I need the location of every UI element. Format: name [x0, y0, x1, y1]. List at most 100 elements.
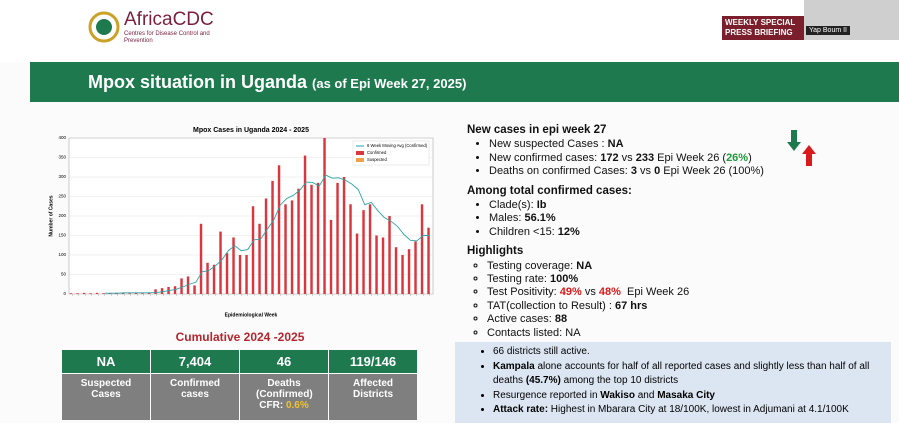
- bullet-item: New suspected Cases : NA: [489, 138, 807, 151]
- bar: [355, 233, 359, 294]
- text-run: Test Positivity:: [487, 286, 560, 299]
- bar: [323, 138, 326, 294]
- bar: [82, 292, 86, 294]
- bullet-item: Clade(s): Ib: [489, 199, 807, 212]
- bullet-item: Active cases: 88: [487, 313, 807, 326]
- text-run: Epi Week 26 (100%): [660, 165, 764, 178]
- text-run: 66 districts still active.: [493, 346, 590, 357]
- summary-cell: 119/146 Affected Districts: [329, 350, 417, 420]
- y-tick-label: 150: [58, 233, 66, 238]
- bar: [303, 155, 307, 294]
- bar: [89, 293, 92, 294]
- summary-label-box: Suspected Cases: [62, 374, 150, 420]
- y-tick-label: 50: [61, 272, 67, 277]
- bar: [297, 188, 300, 294]
- bar: [193, 285, 196, 294]
- text-run: Males:: [489, 212, 525, 225]
- bullet-item: Contacts listed: NA: [487, 327, 807, 340]
- bar: [173, 286, 177, 294]
- text-run: vs: [581, 286, 599, 299]
- slide-title: Mpox situation in Uganda (as of Epi Week…: [88, 72, 466, 93]
- bullet-item: New confirmed cases: 172 vs 233 Epi Week…: [489, 152, 807, 165]
- summary-label: Suspected Cases: [80, 378, 132, 400]
- bullet-item: Testing rate: 100%: [487, 273, 807, 286]
- text-run: 0: [654, 165, 661, 178]
- bar: [342, 177, 346, 294]
- y-tick-label: 250: [58, 194, 66, 199]
- bar: [284, 204, 287, 294]
- summary-value: 46: [240, 350, 328, 373]
- bar: [128, 293, 131, 294]
- text-run: New confirmed cases:: [489, 151, 601, 164]
- legend-label: Suspected: [367, 157, 387, 162]
- bar: [427, 227, 430, 294]
- title-band: Mpox situation in Uganda (as of Epi Week…: [30, 62, 899, 102]
- bar: [95, 292, 99, 294]
- title: Mpox situation in Uganda: [88, 72, 307, 92]
- bar: [316, 182, 320, 294]
- section-heading: Among total confirmed cases:: [467, 184, 632, 197]
- bar: [76, 293, 79, 294]
- text-run: Contacts listed: NA: [487, 326, 581, 339]
- summary-cell: 7,404 Confirmed cases: [151, 350, 239, 420]
- text-run: among the top 10 districts: [560, 375, 679, 386]
- bar: [401, 255, 404, 294]
- bullet-list: New suspected Cases : NANew confirmed ca…: [467, 138, 807, 178]
- bar: [69, 293, 73, 294]
- summary-label: Affected Districts: [352, 378, 393, 400]
- moving-average-line: [104, 174, 430, 294]
- summary-label-box: Deaths (Confirmed) CFR: 0.6%: [240, 374, 328, 420]
- speaker-name: Yap Boum II: [806, 26, 851, 35]
- y-tick-label: 100: [58, 252, 66, 257]
- summary-cell: 46 Deaths (Confirmed) CFR: 0.6%: [240, 350, 328, 420]
- bullet-item: Males: 56.1%: [489, 212, 807, 225]
- summary-value: 119/146: [329, 350, 417, 373]
- text-run: 49%: [559, 286, 582, 299]
- text-run: 67 hrs: [614, 299, 648, 312]
- summary-extra-label: CFR:: [259, 400, 286, 411]
- text-run: Highest in Mbarara City at 18/100K, lowe…: [548, 404, 849, 415]
- logo-icon: [88, 11, 120, 43]
- y-tick-label: 400: [58, 135, 66, 140]
- section-heading: New cases in epi week 27: [467, 124, 607, 136]
- bar: [264, 198, 268, 294]
- bullet-item: Test Positivity: 49% vs 48% Epi Week 26: [487, 286, 807, 299]
- bullet-list: 66 districts still active. Kampala alone …: [455, 345, 891, 418]
- bar: [180, 278, 183, 294]
- bullet-item: Children <15: 12%: [489, 226, 807, 239]
- bullet-item: TAT(collection to Result) : 67 hrs: [487, 300, 807, 313]
- text-run: (45.7%): [525, 375, 561, 386]
- text-run: Epi Week 26: [620, 286, 690, 299]
- bar: [258, 223, 261, 294]
- text-run: 3: [630, 165, 637, 178]
- text-run: 233: [635, 151, 655, 164]
- chart: Mpox Cases in Uganda 2024 - 2025 Epidemio…: [48, 127, 434, 318]
- bar: [102, 293, 105, 294]
- x-axis-label: Epidemiological Week: [225, 312, 278, 318]
- y-tick-label: 200: [58, 213, 66, 218]
- bar: [420, 204, 424, 294]
- bar: [121, 292, 125, 294]
- text-run: 48%: [598, 286, 621, 299]
- y-tick-label: 350: [58, 155, 66, 160]
- legend-swatch: [356, 158, 364, 162]
- summary-label: Deaths (Confirmed): [256, 378, 313, 400]
- text-run: TAT(collection to Result) :: [487, 299, 615, 312]
- bar: [414, 241, 417, 294]
- subtitle: (as of Epi Week 27, 2025): [312, 76, 467, 91]
- text-run: Masaka City: [657, 389, 715, 401]
- text-run: Attack rate:: [493, 404, 549, 415]
- bar: [134, 292, 138, 294]
- summary-cell: NA Suspected Cases: [62, 350, 150, 420]
- legend-label: 6 Week Moving Avg (Confirmed): [367, 143, 428, 148]
- bar: [154, 289, 157, 294]
- bar: [238, 255, 242, 294]
- bar: [349, 204, 352, 294]
- section-heading: Highlights: [467, 245, 524, 258]
- bullet-list: Clade(s): IbMales: 56.1%Children <15: 12…: [467, 199, 807, 239]
- text-run: and: [634, 389, 658, 401]
- bullet-item: Resurgence reported in Wakiso and Masaka…: [493, 389, 891, 404]
- cumulative-title: Cumulative 2024 -2025: [175, 330, 305, 344]
- bullet-item: 66 districts still active.: [493, 345, 891, 360]
